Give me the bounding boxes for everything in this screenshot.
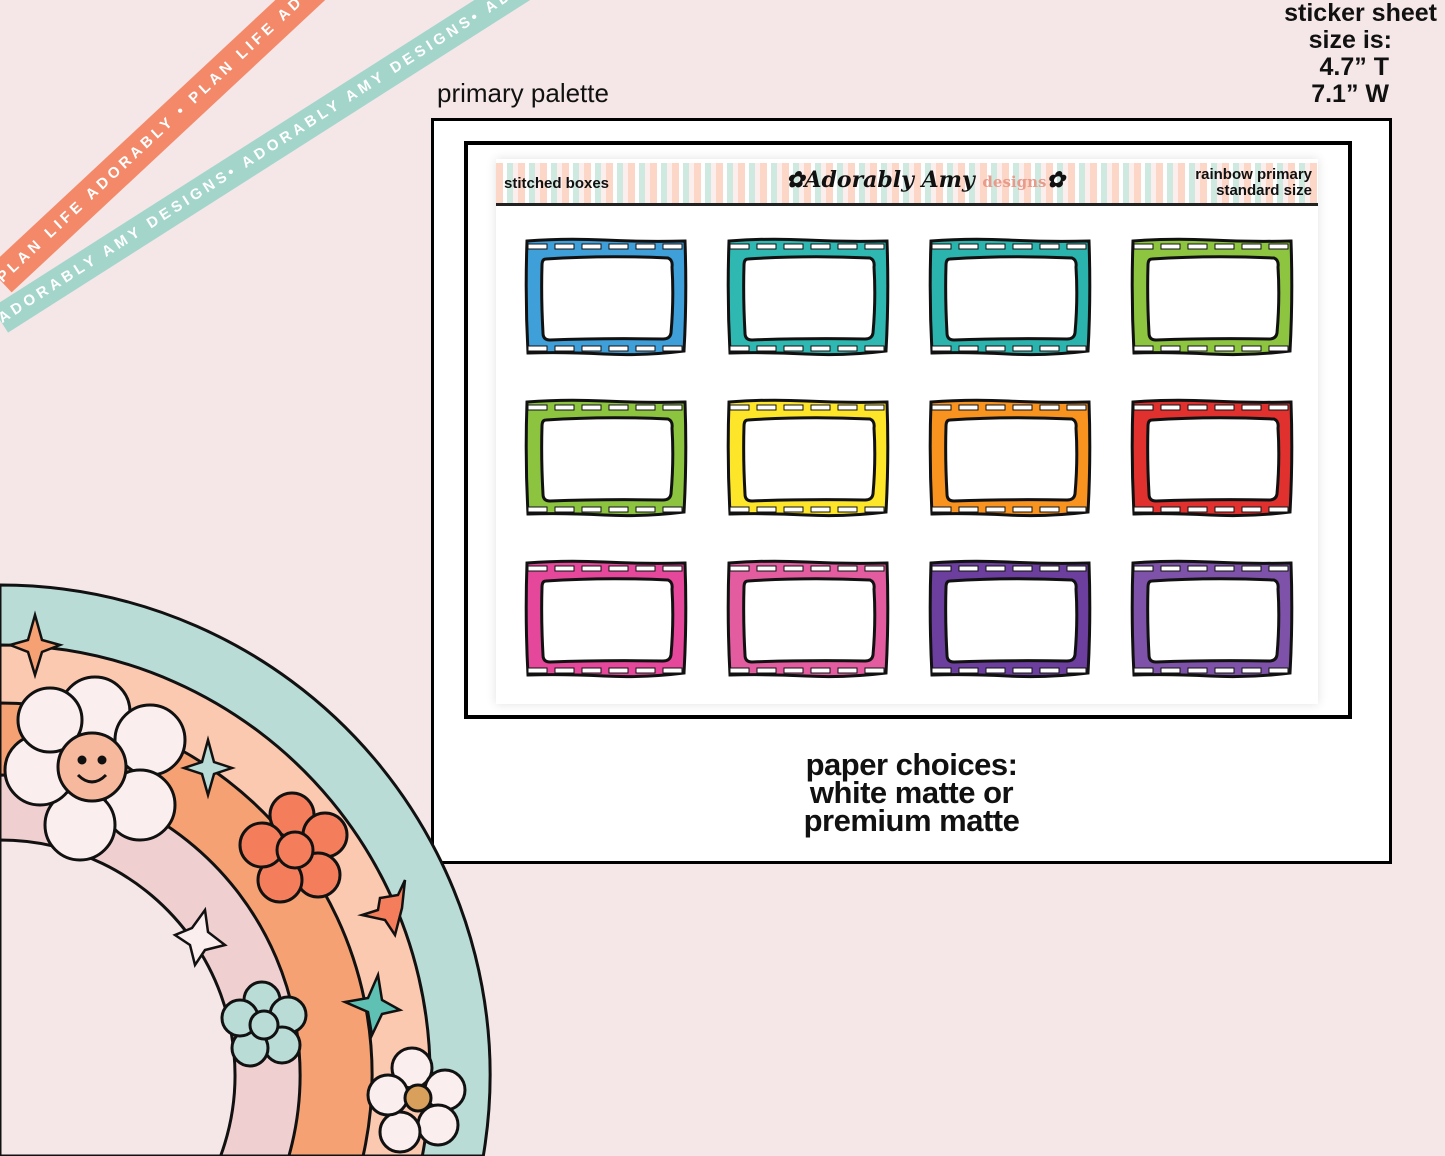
sheet-header: stitched boxes ✿Adorably Amy designs✿ ra… (496, 163, 1318, 206)
rainbow-illustration (0, 583, 492, 1156)
stitched-box-sticker (928, 398, 1092, 518)
paper-choices: paper choices: white matte or premium ma… (434, 747, 1389, 838)
brand-logo: ✿Adorably Amy designs✿ (786, 167, 1065, 193)
stitched-box-sticker (726, 559, 890, 679)
sheet-name: stitched boxes (504, 175, 610, 192)
sticker-sheet: stitched boxes ✿Adorably Amy designs✿ ra… (496, 159, 1318, 704)
logo-subtext: designs (982, 173, 1047, 191)
size-note-line: sticker sheet (1284, 0, 1437, 27)
stitched-box-sticker (1130, 559, 1294, 679)
white-flower-icon (366, 1046, 467, 1154)
variant-name: rainbow primary (1195, 166, 1312, 183)
sparkle-icon (357, 879, 407, 939)
stitched-box-sticker (1130, 398, 1294, 518)
variant-size: standard size (1216, 182, 1312, 199)
stitched-box-sticker (1130, 237, 1294, 357)
size-note-height: 4.7” T (1319, 53, 1389, 81)
teal-flower-icon (220, 980, 308, 1068)
stitched-box-sticker (726, 398, 890, 518)
sheet-variant: rainbow primary standard size (1195, 167, 1312, 199)
paper-choices-line: paper choices: (805, 747, 1018, 782)
stitched-box-sticker (726, 237, 890, 357)
stitched-box-sticker (524, 398, 688, 518)
paper-choices-line: white matte or (809, 775, 1014, 810)
sheet-frame: stitched boxes ✿Adorably Amy designs✿ ra… (464, 141, 1352, 719)
sparkle-icon (180, 735, 236, 800)
sparkle-icon (6, 610, 64, 680)
sparkle-icon (340, 970, 404, 1040)
logo-text: Adorably Amy (804, 167, 975, 193)
product-frame: stitched boxes ✿Adorably Amy designs✿ ra… (431, 118, 1392, 864)
stitched-box-sticker (524, 237, 688, 357)
size-note-width: 7.1” W (1311, 80, 1389, 108)
orange-flower-icon (238, 791, 349, 904)
size-note-line: size is: (1308, 26, 1392, 54)
stitched-box-sticker (928, 559, 1092, 679)
sheet-size-note: sticker sheet size is: 4.7” T 7.1” W (1284, 0, 1437, 108)
stitched-box-sticker (524, 559, 688, 679)
palette-title: primary palette (437, 78, 609, 108)
smiley-flower-icon (3, 675, 187, 862)
stitched-box-sticker (928, 237, 1092, 357)
sparkle-icon (172, 906, 228, 969)
paper-choices-line: premium matte (803, 803, 1020, 838)
